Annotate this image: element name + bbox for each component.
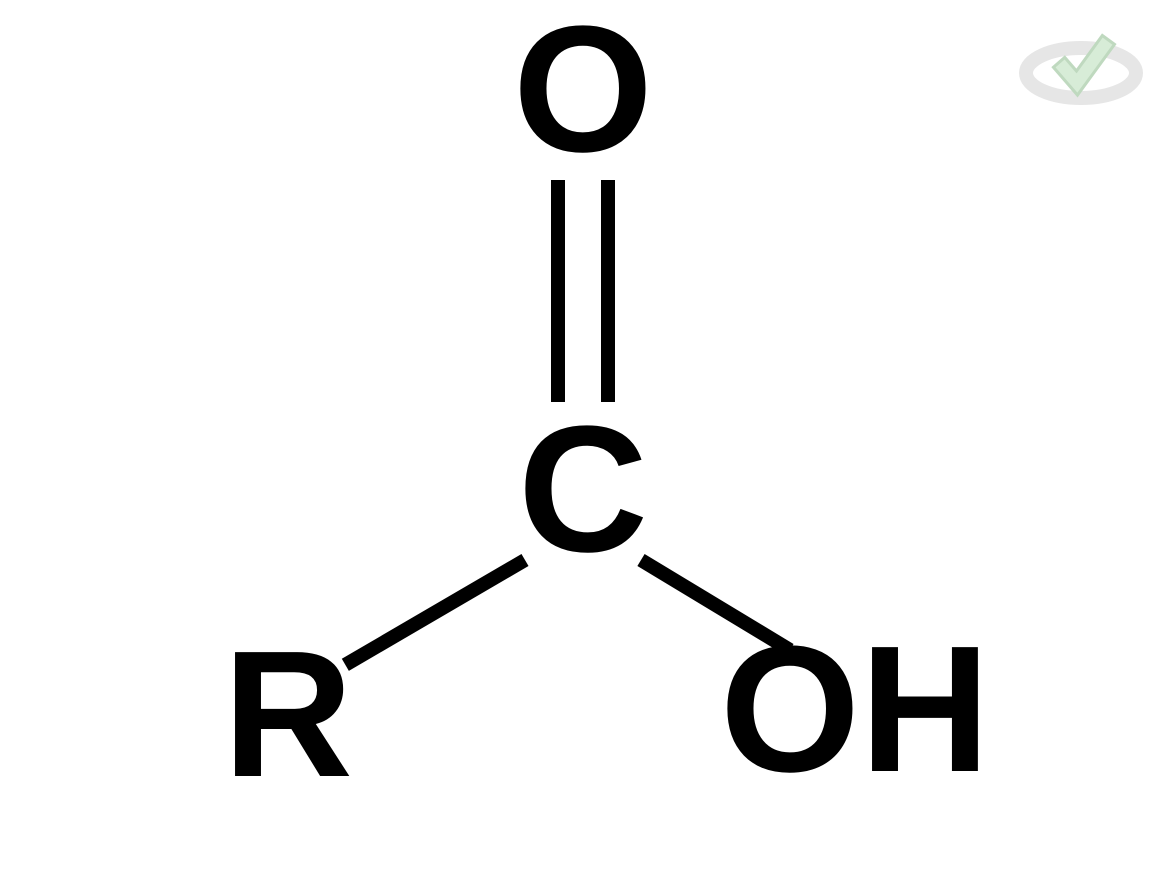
bond-double-right [601, 180, 615, 402]
atom-hydroxyl: OH [720, 620, 990, 800]
bond-single-to-oh [637, 554, 793, 656]
atom-oxygen-top: O [513, 0, 653, 180]
atom-carbon-center: C [518, 400, 648, 580]
atom-r-group: R [223, 625, 353, 805]
watermark-badge [1019, 18, 1144, 113]
bond-double-left [551, 180, 565, 402]
atom-label: C [518, 389, 648, 590]
bond-single-to-r [341, 554, 528, 671]
atom-label: R [223, 614, 353, 815]
atom-label: O [513, 0, 653, 190]
